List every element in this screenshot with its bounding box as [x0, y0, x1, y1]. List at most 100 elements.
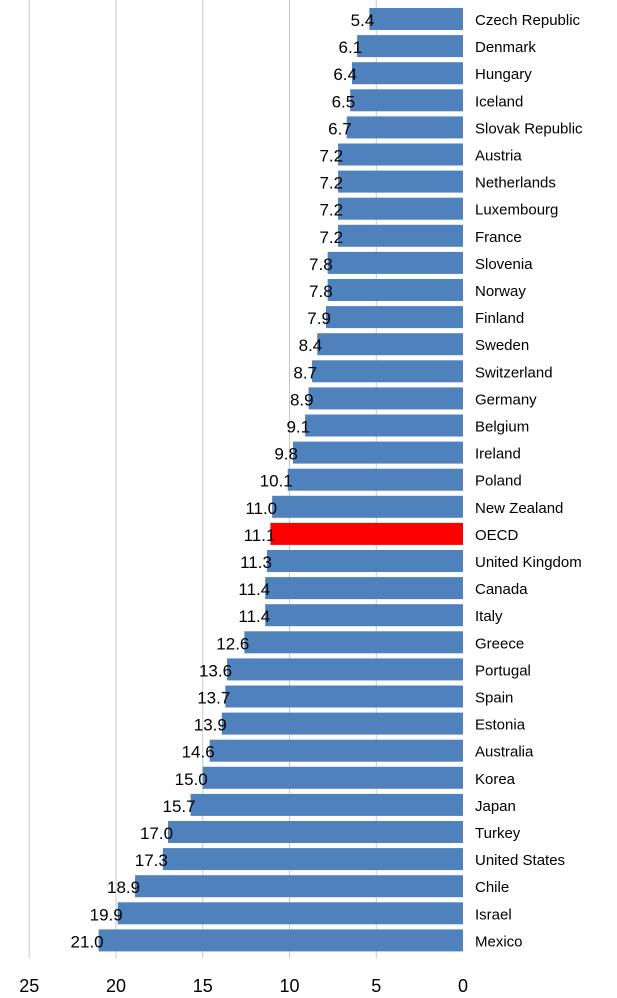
bar [168, 821, 464, 843]
value-label: 11.0 [245, 499, 277, 518]
value-label: 6.5 [332, 92, 356, 111]
value-label: 5.4 [351, 11, 375, 30]
bar [369, 8, 463, 30]
bar [202, 766, 463, 789]
bar [338, 170, 463, 193]
category-label: Hungary [475, 66, 532, 83]
category-label: Chile [475, 879, 509, 896]
category-label: Czech Republic [475, 12, 581, 29]
value-label: 7.2 [319, 147, 343, 166]
value-label: 8.4 [299, 336, 323, 355]
bar [317, 333, 463, 356]
bars [98, 8, 464, 952]
bar [305, 414, 463, 437]
bar [272, 495, 463, 518]
bar [346, 116, 463, 139]
value-label: 13.9 [194, 716, 227, 735]
bar [227, 658, 463, 681]
category-label: Belgium [475, 419, 529, 436]
value-label: 7.2 [319, 228, 343, 247]
x-tick-label: 5 [371, 976, 381, 996]
category-label: Poland [475, 473, 522, 490]
value-label: 9.8 [274, 445, 298, 464]
bar [327, 279, 463, 301]
category-label: Slovak Republic [475, 120, 583, 137]
category-label: Denmark [475, 39, 536, 56]
category-label: OECD [475, 527, 519, 544]
bar [117, 902, 464, 925]
bar [98, 929, 464, 952]
value-label: 10.1 [260, 472, 293, 491]
x-axis-ticks: 25 20 15 10 5 0 [19, 976, 468, 996]
category-label: Netherlands [475, 175, 556, 192]
category-label: Greece [475, 635, 524, 652]
bar [357, 35, 463, 58]
bar [265, 604, 463, 627]
value-label: 15.7 [163, 797, 196, 816]
x-tick-label: 20 [106, 976, 126, 996]
value-label: 19.9 [90, 905, 123, 924]
category-label: Estonia [475, 717, 526, 734]
bar-oecd-highlight [270, 522, 463, 545]
value-label: 9.1 [286, 418, 310, 437]
value-label: 17.0 [140, 824, 173, 843]
bar [338, 197, 463, 220]
bar [266, 550, 463, 572]
bar [287, 468, 463, 491]
bar [338, 224, 463, 247]
value-label: 11.1 [244, 526, 276, 545]
bar [225, 685, 463, 708]
category-label: New Zealand [475, 500, 563, 517]
category-label: Finland [475, 310, 524, 327]
value-label: 13.6 [199, 661, 232, 680]
value-label: 8.7 [293, 363, 317, 382]
category-label: Switzerland [475, 364, 553, 381]
category-label: Korea [475, 771, 516, 788]
category-label: Canada [475, 581, 528, 598]
bar [312, 360, 463, 383]
category-label: United States [475, 852, 565, 869]
bar [325, 306, 463, 329]
category-label: Ireland [475, 446, 521, 463]
value-labels: 5.4 6.1 6.4 6.5 6.7 7.2 7.2 7.2 7.2 7.8 7.8 7.9 8.4 8… [71, 11, 375, 951]
value-label: 11.4 [238, 607, 270, 626]
bar [209, 739, 463, 762]
value-label: 18.9 [107, 878, 140, 897]
category-label: Italy [475, 608, 503, 625]
value-label: 7.8 [309, 255, 333, 274]
category-label: Slovenia [475, 256, 533, 273]
bar [190, 793, 464, 816]
category-label: Turkey [475, 825, 521, 842]
category-label: Norway [475, 283, 526, 300]
value-label: 6.1 [339, 38, 363, 57]
value-label: 7.9 [307, 309, 331, 328]
value-label: 7.2 [319, 174, 343, 193]
category-label: Australia [475, 744, 534, 761]
bar [308, 387, 463, 410]
value-label: 6.7 [328, 119, 352, 138]
value-label: 11.3 [240, 553, 272, 572]
bar [292, 441, 463, 464]
x-tick-label: 25 [19, 976, 39, 996]
value-label: 14.6 [182, 743, 215, 762]
category-label: Portugal [475, 662, 531, 679]
bar [265, 577, 463, 600]
bar [351, 62, 463, 85]
category-label: Mexico [475, 933, 523, 950]
category-label: Germany [475, 391, 537, 408]
category-label: Spain [475, 690, 513, 707]
value-label: 8.9 [290, 390, 314, 409]
category-label: Austria [475, 148, 522, 165]
bar [162, 848, 463, 871]
value-label: 7.8 [309, 282, 333, 301]
bar [135, 875, 463, 898]
x-tick-label: 0 [458, 976, 468, 996]
category-label: Japan [475, 798, 516, 815]
category-label: Luxembourg [475, 202, 558, 219]
bar [350, 89, 463, 112]
bar [244, 631, 463, 654]
bar [338, 143, 463, 166]
x-tick-label: 15 [193, 976, 213, 996]
category-label: Iceland [475, 93, 523, 110]
